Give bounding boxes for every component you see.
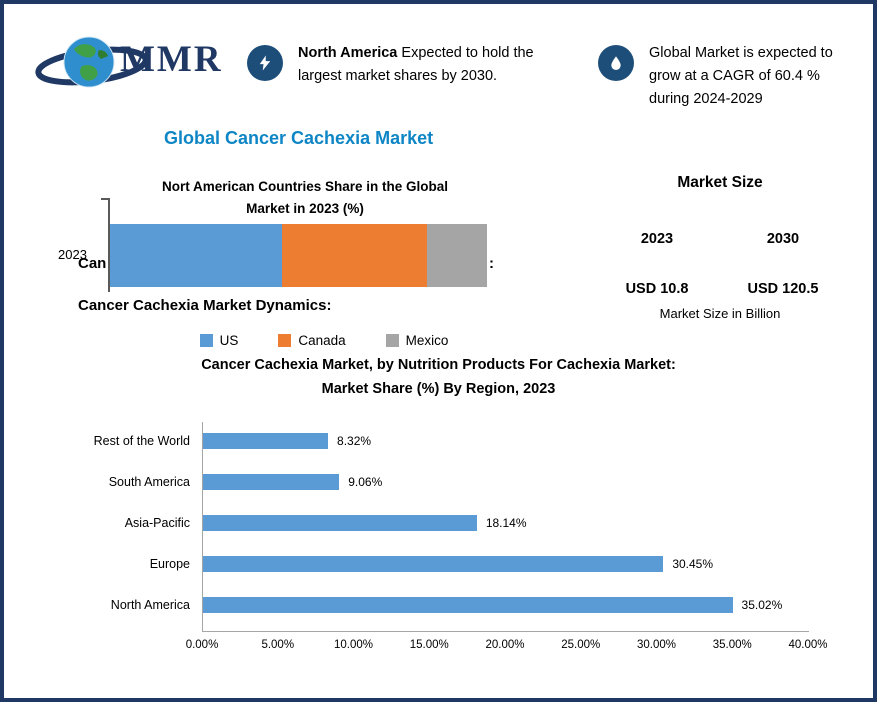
region-bar-track: 9.06% — [202, 473, 808, 490]
legend-label: US — [219, 333, 239, 348]
legend-item-us: US — [199, 333, 239, 348]
stacked-bar — [110, 224, 487, 287]
region-value-label: 8.32% — [337, 433, 372, 448]
callout-cagr: Global Market is expected to grow at a C… — [598, 42, 860, 112]
region-chart-x-axis — [202, 631, 809, 632]
region-rows: Rest of the World 8.32% South America 9.06%… — [4, 420, 834, 625]
market-size-value-2023: USD 10.8 — [625, 281, 689, 297]
legend-swatch-icon — [278, 334, 292, 347]
region-bar-track: 30.45% — [202, 555, 808, 572]
x-axis-tick-label: 35.00% — [712, 639, 752, 651]
region-row: Rest of the World 8.32% — [4, 420, 834, 461]
stacked-segment-us — [110, 224, 282, 287]
region-row: North America 35.02% — [4, 584, 834, 625]
legend-swatch-icon — [199, 334, 213, 347]
covered-heading-fragment-left: Can — [78, 255, 107, 272]
region-row: Europe 30.45% — [4, 543, 834, 584]
region-bar-track: 8.32% — [202, 432, 808, 449]
dynamics-heading: Cancer Cachexia Market Dynamics: — [78, 297, 332, 314]
x-axis-tick-label: 5.00% — [261, 639, 295, 651]
region-chart-title-line1: Cancer Cachexia Market, by Nutrition Pro… — [201, 357, 676, 373]
x-axis-tick-label: 15.00% — [409, 639, 449, 651]
x-axis-ticks: 0.00% 5.00% 10.00% 15.00% 20.00% 25.00% 30.00%… — [186, 639, 828, 655]
region-bar — [202, 596, 733, 613]
logo-wordmark: MMR — [120, 39, 223, 80]
mmr-logo: MMR — [34, 26, 234, 100]
legend-item-mexico: Mexico — [385, 333, 449, 348]
region-bar — [202, 432, 329, 449]
market-size-year-2030: 2030 — [766, 231, 800, 247]
region-bar — [202, 555, 664, 572]
stacked-segment-canada — [281, 224, 427, 287]
callout-north-america: North America Expected to hold the large… — [247, 42, 567, 88]
region-bar-track: 35.02% — [202, 596, 808, 613]
market-size-unit-note: Market Size in Billion — [659, 306, 781, 321]
callout-rest-text: Expected to hold the largest market shar… — [298, 45, 534, 85]
region-category-label: South America — [108, 474, 190, 489]
legend-item-canada: Canada — [278, 333, 346, 348]
lightning-icon — [247, 45, 283, 81]
market-size-value-2030: USD 120.5 — [747, 281, 819, 297]
x-axis-tick-label: 25.00% — [561, 639, 601, 651]
region-row: Asia-Pacific 18.14% — [4, 502, 834, 543]
region-category-label: Rest of the World — [93, 433, 190, 448]
stacked-chart-y-label: 2023 — [58, 247, 87, 262]
stacked-legend: US Canada Mexico — [134, 333, 514, 348]
stacked-chart-title-line2: Market in 2023 (%) — [246, 201, 364, 216]
stacked-chart-title-line1: Nort American Countries Share in the Glo… — [161, 179, 449, 194]
region-bar — [202, 514, 477, 531]
legend-label: Canada — [298, 333, 346, 348]
region-row: South America 9.06% — [4, 461, 834, 502]
market-size-values: USD 10.8 USD 120.5 — [594, 281, 846, 297]
region-bar-track: 18.14% — [202, 514, 808, 531]
stacked-chart-y-axis — [108, 198, 110, 292]
legend-label: Mexico — [405, 333, 449, 348]
market-size-year-2023: 2023 — [640, 231, 674, 247]
callout-north-america-text: North America Expected to hold the large… — [298, 42, 560, 88]
globe-icon — [35, 36, 149, 88]
x-axis-tick-label: 10.00% — [333, 639, 374, 651]
x-axis-tick-label: 20.00% — [485, 639, 525, 651]
region-value-label: 30.45% — [672, 556, 714, 571]
flame-icon — [598, 45, 634, 81]
region-value-label: 18.14% — [485, 515, 527, 530]
region-value-label: 9.06% — [348, 474, 383, 489]
x-axis-tick-label: 40.00% — [788, 639, 828, 651]
market-size-years: 2023 2030 — [594, 231, 846, 247]
callout-bold-text: North America — [298, 45, 398, 61]
stacked-chart-axis-tick — [101, 198, 110, 200]
x-axis-tick-label: 0.00% — [185, 639, 219, 651]
stacked-segment-mexico — [426, 224, 487, 287]
legend-swatch-icon — [385, 334, 399, 347]
page-title: Global Cancer Cachexia Market — [164, 128, 434, 148]
region-value-label: 35.02% — [741, 597, 783, 612]
market-size-title: Market Size — [677, 174, 763, 191]
region-category-label: Asia-Pacific — [124, 515, 190, 530]
region-chart-y-axis — [202, 422, 203, 631]
covered-heading-fragment-right: : — [489, 255, 494, 272]
region-category-label: North America — [110, 597, 190, 612]
region-category-label: Europe — [149, 556, 190, 571]
x-axis-tick-label: 30.00% — [636, 639, 677, 651]
stacked-chart-title: Nort American Countries Share in the Glo… — [100, 176, 510, 220]
callout-cagr-text: Global Market is expected to grow at a C… — [649, 45, 833, 108]
region-bar — [202, 473, 340, 490]
region-chart-title-line2: Market Share (%) By Region, 2023 — [321, 381, 556, 397]
